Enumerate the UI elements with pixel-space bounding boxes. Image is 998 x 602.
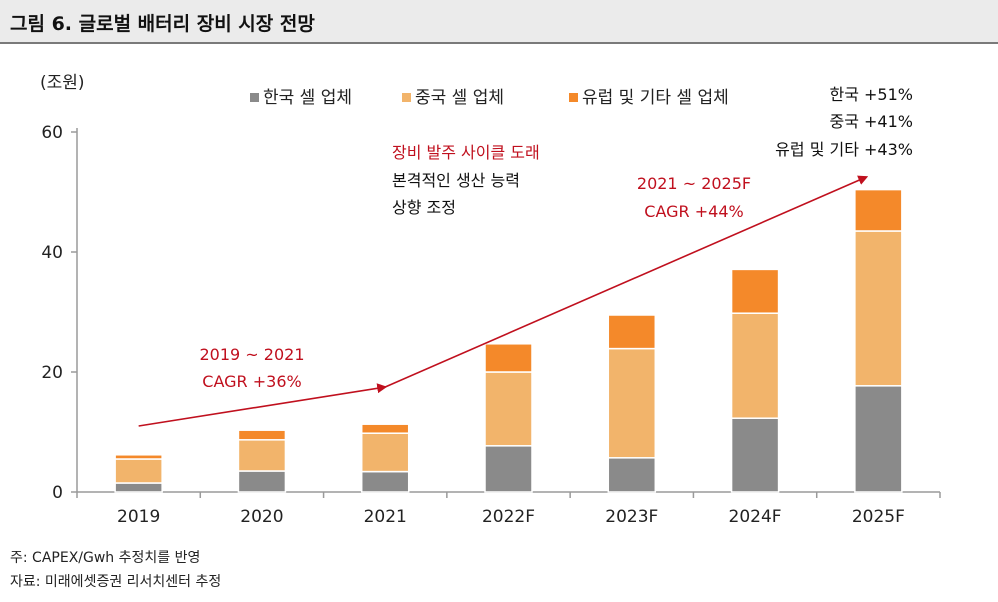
x-tick-label: 2019 <box>117 507 160 527</box>
bar-segment <box>484 371 533 447</box>
capacity-annotation: 상향 조정 <box>392 198 456 217</box>
x-tick-label: 2020 <box>240 507 283 527</box>
growth-europe: 유럽 및 기타 +43% <box>775 140 913 159</box>
trend-arrows <box>138 175 869 427</box>
bar-segment <box>607 314 657 350</box>
chart-source: 자료: 미래에셋증권 리서치센터 추정 <box>10 574 222 590</box>
bar-segment <box>854 230 903 387</box>
y-tick-label: 40 <box>41 243 63 263</box>
cagr-label: 2019 ~ 2021 <box>199 345 304 364</box>
y-tick-label: 60 <box>41 123 63 143</box>
x-tick-label: 2023F <box>605 507 658 527</box>
bar-segment <box>484 343 533 373</box>
y-tick-label: 20 <box>41 363 63 383</box>
bar-segment <box>854 385 903 493</box>
axes: 0 20 40 60 <box>41 123 941 503</box>
bar-segment <box>730 268 780 314</box>
unit-label: (조원) <box>40 73 85 93</box>
x-tick-label: 2021 <box>364 507 407 527</box>
x-tick-labels: 2019 2020 2021 2022F 2023F 2024F 2025F <box>117 507 905 527</box>
x-tick-label: 2024F <box>729 507 782 527</box>
bar-segment <box>607 347 657 459</box>
bar-segment <box>607 457 657 493</box>
bar-segment <box>360 432 410 473</box>
legend-label: 유럽 및 기타 셀 업체 <box>582 88 729 108</box>
legend-label: 중국 셀 업체 <box>415 88 504 108</box>
bars <box>114 188 903 493</box>
x-tick-label: 2025F <box>852 507 905 527</box>
bar-segment <box>114 458 163 484</box>
figure-title: 그림 6. 글로벌 배터리 장비 시장 전망 <box>10 13 315 35</box>
y-tick-label: 0 <box>52 483 63 503</box>
bar-segment <box>730 312 780 419</box>
trend-arrow <box>384 175 869 388</box>
cagr-value: CAGR +36% <box>202 372 301 391</box>
stacked-bar-chart: (조원) 0 20 40 60 2019 2020 2021 2022F 2023F 2024F… <box>40 73 941 527</box>
bar-segment <box>237 429 287 441</box>
legend: 한국 셀 업체 중국 셀 업체 유럽 및 기타 셀 업체 <box>250 88 729 108</box>
capacity-annotation: 본격적인 생산 능력 <box>392 171 520 190</box>
cycle-annotation: 장비 발주 사이클 도래 <box>392 143 540 162</box>
legend-swatch <box>402 93 411 102</box>
growth-china: 중국 +41% <box>830 112 914 131</box>
bar-segment <box>237 439 287 472</box>
bar-segment <box>854 188 903 232</box>
bar-segment <box>360 423 410 434</box>
chart-note: 주: CAPEX/Gwh 추정치를 반영 <box>10 550 201 566</box>
trend-arrow <box>138 383 388 427</box>
bar-segment <box>237 470 287 493</box>
legend-label: 한국 셀 업체 <box>263 88 352 108</box>
cagr-label: 2021 ~ 2025F <box>637 174 751 193</box>
title-bar: 그림 6. 글로벌 배터리 장비 시장 전망 <box>0 0 998 44</box>
legend-swatch <box>250 93 259 102</box>
bar-segment <box>730 417 780 493</box>
annotations: 한국 +51% 중국 +41% 유럽 및 기타 +43% 장비 발주 사이클 도래본격… <box>199 85 913 391</box>
bar-segment <box>484 445 533 493</box>
bar-segment <box>114 454 163 460</box>
bar-segment <box>114 482 163 493</box>
x-tick-label: 2022F <box>482 507 535 527</box>
growth-korea: 한국 +51% <box>830 85 914 104</box>
bar-segment <box>360 470 410 493</box>
cagr-value: CAGR +44% <box>644 202 743 221</box>
legend-swatch <box>569 93 578 102</box>
